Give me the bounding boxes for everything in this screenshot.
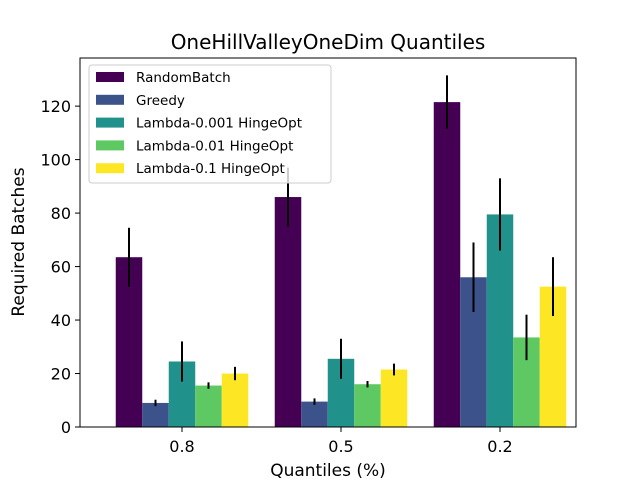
bar-lambda-0-01-hingeopt-0_8 <box>195 385 222 427</box>
legend-box <box>88 64 332 184</box>
x-tick-label: 0.2 <box>487 437 512 456</box>
x-tick-label: 0.5 <box>328 437 353 456</box>
legend-swatch <box>96 163 124 174</box>
bar-greedy-0_5 <box>301 401 328 427</box>
legend-swatch <box>96 117 124 128</box>
legend-entry: RandomBatch <box>136 70 231 86</box>
bar-lambda-0-1-hingeopt-0_8 <box>221 373 249 427</box>
y-tick-label: 60 <box>51 258 71 277</box>
bar-lambda-0-01-hingeopt-0_5 <box>354 384 381 427</box>
y-tick-label: 0 <box>61 418 71 437</box>
y-tick-label: 100 <box>40 151 71 170</box>
y-tick-label: 120 <box>40 97 71 116</box>
x-axis-label: Quantiles (%) <box>270 461 386 480</box>
y-axis-label: Required Batches <box>9 167 29 316</box>
bar-lambda-0-1-hingeopt-0_5 <box>380 369 408 427</box>
y-tick-label: 20 <box>51 365 71 384</box>
y-axis: 0 20 40 60 80 100 120 <box>40 97 80 437</box>
bar-greedy-0_8 <box>142 402 169 427</box>
legend-swatch <box>96 140 124 151</box>
bar-randombatch-0_2 <box>433 102 461 427</box>
y-tick-label: 80 <box>51 204 71 223</box>
plot-frame <box>79 57 577 428</box>
x-axis: 0.8 0.5 0.2 <box>169 427 513 456</box>
x-tick-label: 0.8 <box>169 437 194 456</box>
bars-group <box>115 102 567 427</box>
bar-randombatch-0_5 <box>274 197 302 427</box>
y-tick-label: 40 <box>51 311 71 330</box>
legend-entry: Lambda-0.001 HingeOpt <box>136 116 302 132</box>
legend-swatch <box>96 72 124 82</box>
legend-swatch <box>96 94 124 105</box>
legend-entry: Lambda-0.01 HingeOpt <box>136 138 293 154</box>
error-bars-group <box>128 75 554 407</box>
chart-title: OneHillValleyOneDim Quantiles <box>171 30 486 54</box>
legend-entry: Greedy <box>136 93 185 109</box>
legend: RandomBatch Greedy Lambda-0.001 HingeOpt La… <box>88 64 332 184</box>
legend-entry: Lambda-0.1 HingeOpt <box>136 161 285 177</box>
